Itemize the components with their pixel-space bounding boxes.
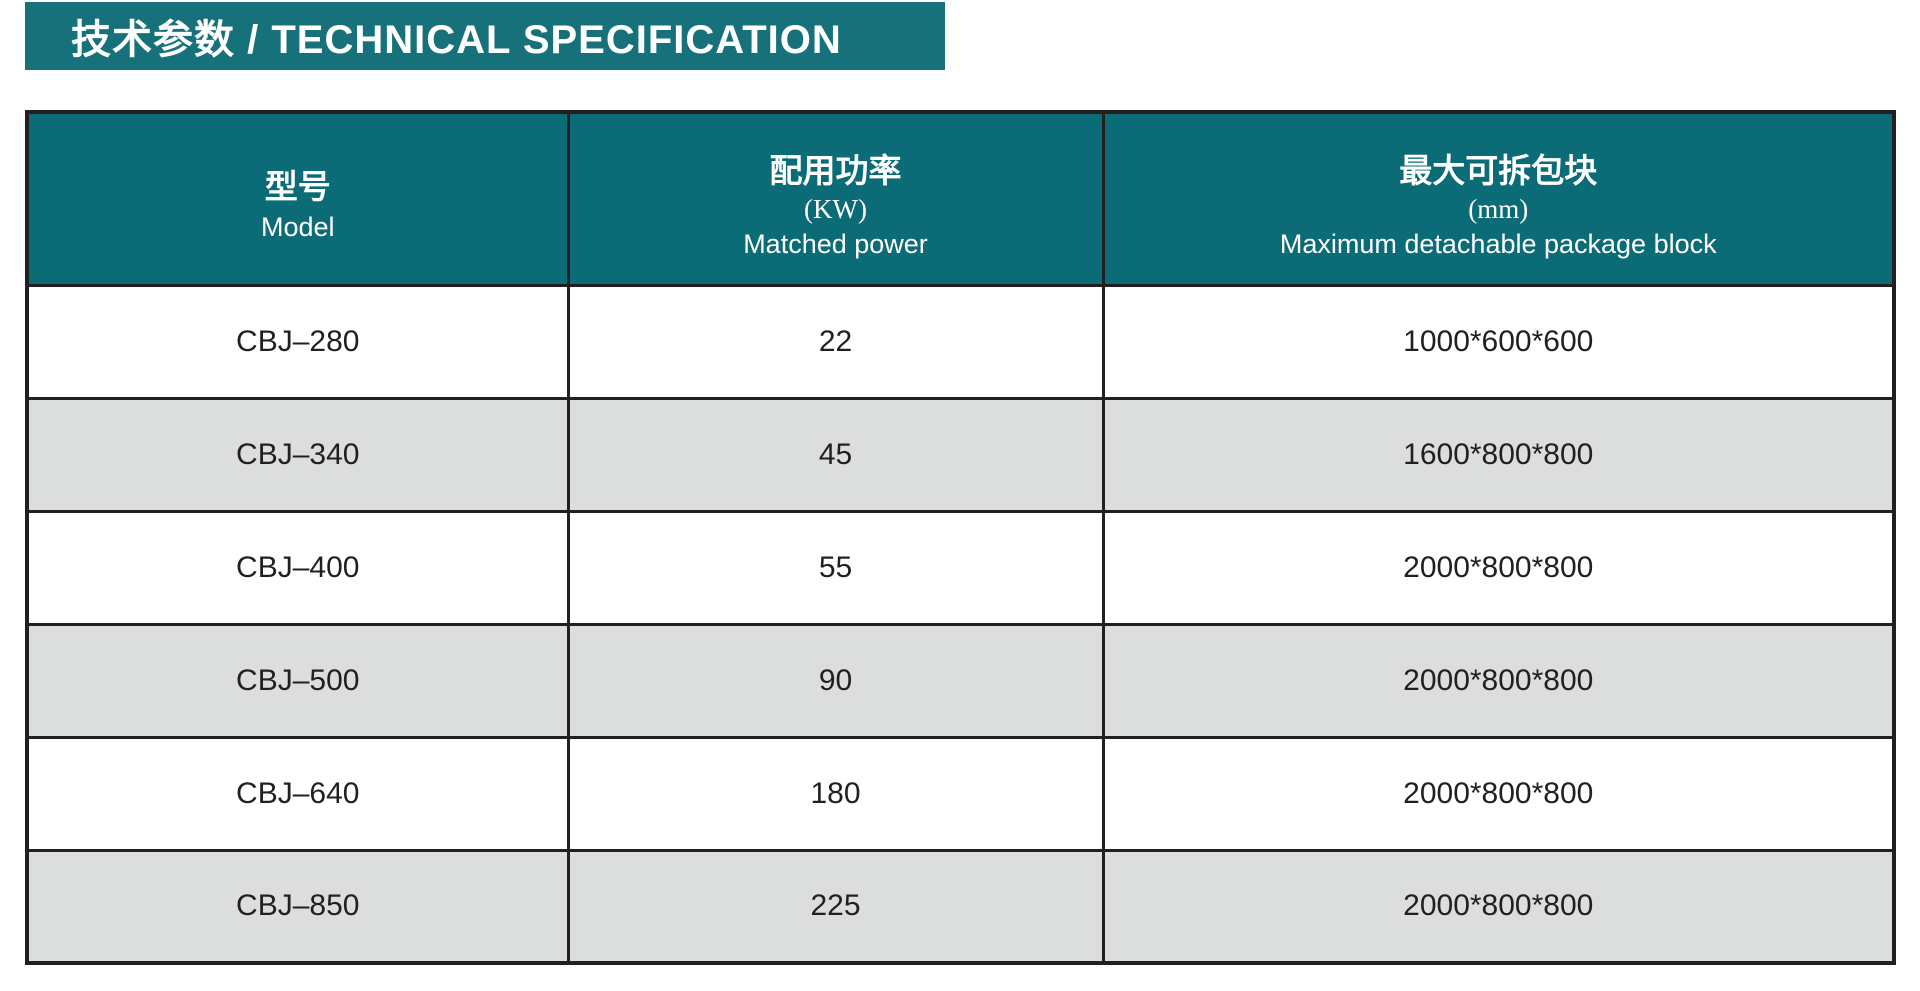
power-cell: 90 [566,622,1105,739]
header-row: 型号 Model 配用功率 (KW) Matched power 最大可拆包块 … [25,110,1896,287]
table-header: 型号 Model 配用功率 (KW) Matched power 最大可拆包块 … [25,110,1896,287]
block-cell: 1000*600*600 [1101,283,1896,400]
table-body: CBJ–280 22 1000*600*600 CBJ–340 45 1600*… [25,283,1896,965]
power-cell: 225 [566,848,1105,965]
block-cell: 2000*800*800 [1101,509,1896,626]
table-row: CBJ–340 45 1600*800*800 [25,396,1896,513]
header-power-unit: (KW) [804,193,867,224]
header-cell-matched-power: 配用功率 (KW) Matched power [566,110,1105,287]
power-cell: 45 [566,396,1105,513]
model-cell: CBJ–400 [25,509,570,626]
model-cell: CBJ–280 [25,283,570,400]
table-row: CBJ–850 225 2000*800*800 [25,848,1896,965]
power-cell: 22 [566,283,1105,400]
header-power-zh: 配用功率 [769,150,902,190]
model-cell: CBJ–340 [25,396,570,513]
header-block-en: Maximum detachable package block [1279,228,1717,259]
header-cell-model: 型号 Model [25,110,570,287]
header-block-zh: 最大可拆包块 [1399,150,1598,190]
block-cell: 1600*800*800 [1101,396,1896,513]
table-row: CBJ–400 55 2000*800*800 [25,509,1896,626]
power-cell: 55 [566,509,1105,626]
table-row: CBJ–640 180 2000*800*800 [25,735,1896,852]
model-cell: CBJ–850 [25,848,570,965]
table-row: CBJ–280 22 1000*600*600 [25,283,1896,400]
section-title-banner: 技术参数 / TECHNICAL SPECIFICATION [25,2,945,70]
header-cell-package-block: 最大可拆包块 (mm) Maximum detachable package b… [1101,110,1896,287]
header-model-zh: 型号 [264,167,331,207]
block-cell: 2000*800*800 [1101,848,1896,965]
block-cell: 2000*800*800 [1101,622,1896,739]
header-model-en: Model [260,212,335,243]
header-power-en: Matched power [743,228,928,259]
header-block-unit: (mm) [1468,193,1529,224]
model-cell: CBJ–640 [25,735,570,852]
power-cell: 180 [566,735,1105,852]
block-cell: 2000*800*800 [1101,735,1896,852]
table-row: CBJ–500 90 2000*800*800 [25,622,1896,739]
technical-specification-table: 型号 Model 配用功率 (KW) Matched power 最大可拆包块 … [25,110,1896,965]
model-cell: CBJ–500 [25,622,570,739]
section-title: 技术参数 / TECHNICAL SPECIFICATION [71,18,842,62]
